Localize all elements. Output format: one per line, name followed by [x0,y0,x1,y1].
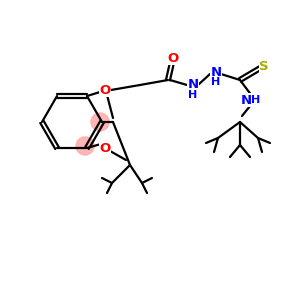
Text: N: N [188,79,199,92]
Text: O: O [167,52,178,64]
Text: H: H [251,95,261,105]
Text: S: S [259,61,269,74]
Text: N: N [210,65,222,79]
Text: H: H [212,77,220,87]
Circle shape [91,113,109,131]
Text: O: O [99,83,111,97]
Text: N: N [240,94,252,106]
Circle shape [76,137,94,155]
Text: H: H [188,90,198,100]
Text: O: O [99,142,111,154]
